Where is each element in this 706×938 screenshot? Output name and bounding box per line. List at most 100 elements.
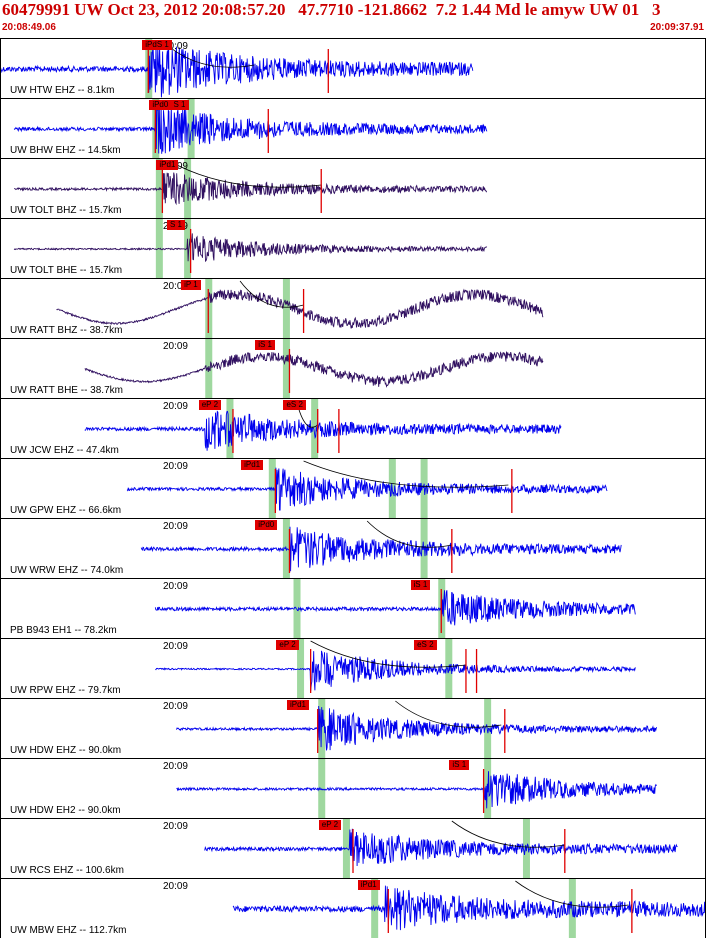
minute-tick-label: 20:09	[162, 521, 188, 532]
waveform-plot	[14, 159, 488, 218]
station-channel-label: UW WRW EHZ -- 74.0km	[10, 565, 124, 576]
waveform-trace	[232, 885, 706, 931]
waveform-trace	[56, 288, 544, 329]
waveform-plot	[13, 219, 488, 278]
pick-label[interactable]: eP 2	[198, 400, 222, 410]
pick-label[interactable]: iS 1	[255, 340, 276, 350]
trace-panel[interactable]: 20:09 iP 1 UW RATT BHZ -- 38.7km	[0, 278, 706, 338]
travel-time-curve	[310, 640, 467, 668]
pick-label[interactable]: iPd1	[357, 880, 380, 890]
waveform-plot	[154, 579, 636, 638]
station-channel-label: UW RPW EHZ -- 79.7km	[10, 685, 121, 696]
pick-label[interactable]: iS 1	[449, 760, 470, 770]
waveform-plot	[204, 819, 678, 878]
station-channel-label: UW RATT BHE -- 38.7km	[10, 385, 123, 396]
travel-time-curve	[303, 460, 509, 488]
minute-tick-label: 20:09	[162, 581, 188, 592]
waveform-trace	[204, 828, 678, 867]
minute-tick-label: 20:09	[162, 641, 188, 652]
pick-label[interactable]: eP 2	[276, 640, 299, 650]
trace-panel[interactable]: 20:09 eP 2 eS 2 UW RPW EHZ -- 79.7km	[0, 638, 706, 698]
station-channel-label: UW TOLT BHE -- 15.7km	[10, 265, 123, 276]
travel-time-curve	[169, 160, 322, 188]
travel-time-curve	[515, 880, 629, 908]
minute-tick-label: 20:09	[162, 341, 188, 352]
station-channel-label: UW RATT BHZ -- 38.7km	[10, 325, 123, 336]
waveform-plot	[126, 459, 608, 518]
minute-tick-label: 20:09	[162, 461, 188, 472]
phase-window	[484, 699, 492, 758]
waveform-plot	[0, 39, 474, 98]
station-channel-label: UW MBW EHZ -- 112.7km	[10, 925, 127, 936]
trace-panel[interactable]: 20:09S 1UW TOLT BHE -- 15.7km	[0, 218, 706, 278]
record-header: 60479991 UW Oct 23, 2012 20:08:57.20 47.…	[0, 0, 706, 38]
trace-panel[interactable]: 20:09 eP 2 eS 2 UW JCW EHZ -- 47.4km	[0, 398, 706, 458]
waveform-trace	[140, 526, 622, 572]
trace-panel[interactable]: 20:09 iS 1 PB B943 EH1 -- 78.2km	[0, 578, 706, 638]
travel-time-curve	[395, 700, 502, 728]
frame-left-border	[0, 38, 1, 938]
waveform-plot	[176, 759, 657, 818]
waveform-trace	[0, 42, 474, 98]
station-channel-label: UW HTW EHZ -- 8.1km	[10, 85, 115, 96]
trace-panel[interactable]: 20:09 iPd0 UW WRW EHZ -- 74.0km	[0, 518, 706, 578]
station-channel-label: PB B943 EH1 -- 78.2km	[10, 625, 117, 636]
minute-tick-label: 20:09	[162, 281, 188, 292]
waveform-trace	[176, 771, 657, 809]
pick-label[interactable]: iP 1	[181, 280, 201, 290]
trace-panel[interactable]: 20:09 iPd1 UW GPW EHZ -- 66.6km	[0, 458, 706, 518]
travel-time-curve	[366, 520, 452, 548]
pick-label[interactable]: iPd1	[156, 160, 179, 170]
minute-tick-label: 20:09	[162, 701, 188, 712]
pick-label[interactable]: eS 2	[283, 400, 306, 410]
minute-tick-label: 20:09	[162, 41, 188, 52]
waveform-plot	[140, 519, 622, 578]
waveform-trace	[154, 590, 636, 626]
pick-label[interactable]: iPd1	[241, 460, 264, 470]
waveform-trace	[126, 467, 608, 511]
pick-label[interactable]: eS 2	[414, 640, 437, 650]
station-channel-label: UW HDW EH2 -- 90.0km	[10, 805, 121, 816]
waveform-trace	[84, 351, 544, 388]
window-start-time: 20:08:49.06	[2, 22, 56, 33]
window-end-time: 20:09:37.91	[650, 22, 704, 33]
trace-panel[interactable]: 20:09 iS 1 UW RATT BHE -- 38.7km	[0, 338, 706, 398]
waveform-trace	[13, 102, 488, 154]
station-channel-label: UW HDW EHZ -- 90.0km	[10, 745, 122, 756]
waveform-plot	[232, 879, 706, 938]
minute-tick-label: 20:09	[162, 821, 188, 832]
station-channel-label: UW GPW EHZ -- 66.6km	[10, 505, 122, 516]
trace-panel[interactable]: 20:09 iPdS 1 UW HTW EHZ -- 8.1km	[0, 38, 706, 98]
minute-tick-label: 20:09	[162, 401, 188, 412]
pick-label[interactable]: S 1	[170, 100, 189, 110]
travel-time-curve	[239, 280, 304, 308]
seismogram-panel-stack[interactable]: 20:09 iPdS 1 UW HTW EHZ -- 8.1km iPd0 S 1 UW …	[0, 38, 706, 938]
trace-panel[interactable]: 20:09 iPd1 UW HDW EHZ -- 90.0km	[0, 698, 706, 758]
trace-panel[interactable]: 20:09 iS 1 UW HDW EH2 -- 90.0km	[0, 758, 706, 818]
waveform-plot	[56, 279, 544, 338]
pick-label[interactable]: iPd1	[286, 700, 309, 710]
trace-panel[interactable]: 20:09 eP 2 UW RCS EHZ -- 100.6km	[0, 818, 706, 878]
event-title: 60479991 UW Oct 23, 2012 20:08:57.20 47.…	[2, 0, 661, 19]
trace-panel[interactable]: iPd0 S 1 UW BHW EHZ -- 14.5km	[0, 98, 706, 158]
phase-window	[282, 279, 290, 338]
pick-label[interactable]: eP 2	[318, 820, 342, 830]
waveform-plot	[84, 399, 562, 458]
pick-label[interactable]: iPd0	[255, 520, 278, 530]
pick-label[interactable]: iS 1	[410, 580, 431, 590]
waveform-plot	[84, 339, 544, 398]
station-channel-label: UW RCS EHZ -- 100.6km	[10, 865, 124, 876]
trace-panel[interactable]: 20:09 iPd1 UW MBW EHZ -- 112.7km	[0, 878, 706, 938]
pick-label[interactable]: S 1	[166, 220, 185, 230]
waveform-trace	[84, 410, 562, 451]
phase-window	[293, 579, 301, 638]
pick-label[interactable]: iPdS 1	[142, 40, 172, 50]
waveform-trace	[155, 650, 636, 691]
minute-tick-label: 20:09	[162, 881, 188, 892]
station-channel-label: UW JCW EHZ -- 47.4km	[10, 445, 119, 456]
waveform-trace	[14, 172, 488, 206]
waveform-trace	[176, 705, 657, 751]
waveform-plot	[176, 699, 657, 758]
pick-label[interactable]: iPd0	[149, 100, 172, 110]
